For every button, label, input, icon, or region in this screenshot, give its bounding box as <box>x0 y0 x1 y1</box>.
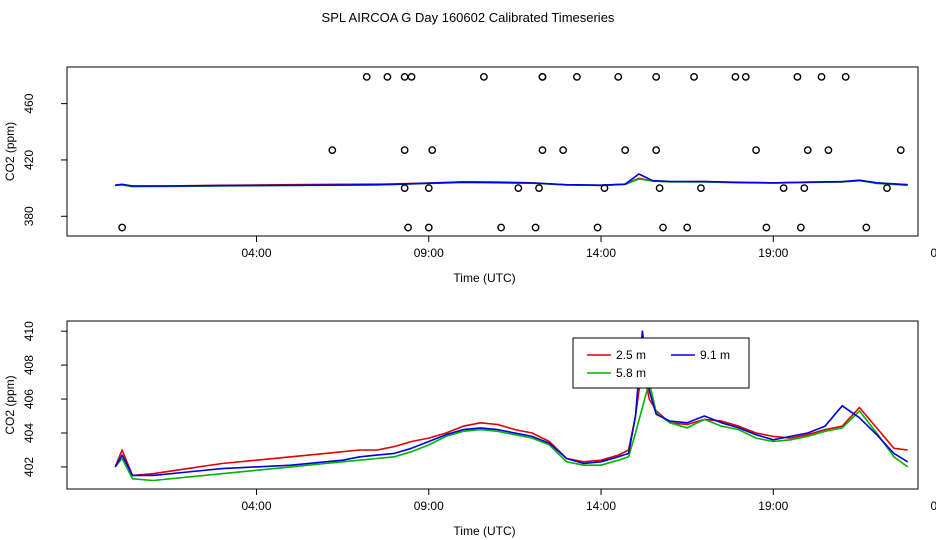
outlier-point <box>118 223 127 232</box>
outlier-point <box>841 72 850 81</box>
outlier-point <box>531 223 540 232</box>
outlier-point <box>538 146 547 154</box>
y-tick-label: 420 <box>22 150 36 170</box>
outlier-point <box>883 184 891 193</box>
outlier-point <box>697 184 705 193</box>
outlier-point <box>600 184 609 193</box>
y-axis-label: CO2 (ppm) <box>3 375 17 434</box>
outlier-point <box>793 72 802 81</box>
outlier-point <box>683 223 692 232</box>
series-line-9-1-m <box>114 330 909 477</box>
outlier-point <box>762 223 771 232</box>
x-axis-label: Time (UTC) <box>453 271 515 285</box>
y-tick-label: 402 <box>22 457 36 477</box>
outlier-point <box>862 223 871 232</box>
outlier-point <box>621 146 630 154</box>
x-tick-label: 04:00 <box>241 499 271 513</box>
outlier-point <box>497 223 506 232</box>
outlier-point <box>896 146 905 154</box>
outlier-point <box>690 72 698 81</box>
y-tick-label: 404 <box>22 423 36 443</box>
plot-frame <box>66 320 919 490</box>
outlier-point <box>400 184 409 193</box>
legend-label: 2.5 m <box>616 348 646 362</box>
y-tick-label: 460 <box>22 93 36 113</box>
bottom-panel: 04:00 09:00 14:00 19:00 00:00 402 404 406 408 410… <box>3 320 936 538</box>
series-line-9-1-m <box>115 173 908 187</box>
outlier-point <box>800 184 809 193</box>
x-tick-label: 19:00 <box>758 246 788 260</box>
outlier-point <box>779 184 788 193</box>
outlier-point <box>659 223 667 232</box>
outlier-point <box>817 72 826 81</box>
x-tick-label: 00:00 <box>931 499 936 513</box>
y-tick-label: 380 <box>22 206 36 226</box>
x-tick-label: 09:00 <box>414 499 444 513</box>
legend-label: 5.8 m <box>616 366 646 380</box>
outlier-point <box>655 184 664 193</box>
outlier-point <box>514 184 523 193</box>
outlier-point <box>407 72 416 81</box>
x-tick-label: 14:00 <box>586 499 616 513</box>
legend-box <box>572 337 750 389</box>
outlier-point <box>424 223 433 232</box>
y-tick-label: 410 <box>22 321 36 341</box>
x-axis-label: Time (UTC) <box>453 524 515 538</box>
outlier-point <box>652 146 661 154</box>
outlier-point <box>824 146 833 154</box>
series-line-2-5-m <box>114 364 908 477</box>
y-tick-label: 406 <box>22 389 36 409</box>
outlier-point <box>559 146 568 154</box>
series-line-5-8-m <box>114 381 909 482</box>
x-tick-label: 04:00 <box>241 246 271 260</box>
outlier-point <box>796 223 805 232</box>
outlier-point <box>328 146 337 154</box>
x-tick-label: 00:00 <box>931 246 936 260</box>
outlier-point <box>593 223 602 232</box>
outlier-point <box>404 223 412 232</box>
outlier-point <box>573 72 581 81</box>
x-tick-label: 09:00 <box>414 246 444 260</box>
outlier-point <box>424 184 433 193</box>
x-tick-label: 19:00 <box>758 499 788 513</box>
chart-title: SPL AIRCOA G Day 160602 Calibrated Times… <box>322 10 615 25</box>
y-tick-label: 408 <box>22 355 36 375</box>
legend: 2.5 m 9.1 m 5.8 m <box>572 337 750 389</box>
outlier-point <box>731 72 740 81</box>
outlier-point <box>752 146 760 154</box>
outlier-point <box>400 72 409 81</box>
y-axis-label: CO2 (ppm) <box>3 122 17 181</box>
x-tick-label: 14:00 <box>586 246 616 260</box>
top-panel: 04:00 09:00 14:00 19:00 00:00 380 420 460 Time (… <box>3 66 936 285</box>
outlier-point <box>383 72 392 81</box>
outlier-point <box>535 184 543 193</box>
outlier-point <box>400 146 409 154</box>
outlier-point <box>428 146 437 154</box>
plot-frame <box>66 66 919 237</box>
outlier-point <box>741 72 750 81</box>
legend-label: 9.1 m <box>700 348 730 362</box>
outlier-point <box>362 72 371 81</box>
outlier-point <box>614 72 623 81</box>
outlier-point <box>479 72 488 81</box>
outlier-point <box>538 72 547 81</box>
outlier-point <box>803 146 812 154</box>
outlier-point <box>652 72 661 81</box>
